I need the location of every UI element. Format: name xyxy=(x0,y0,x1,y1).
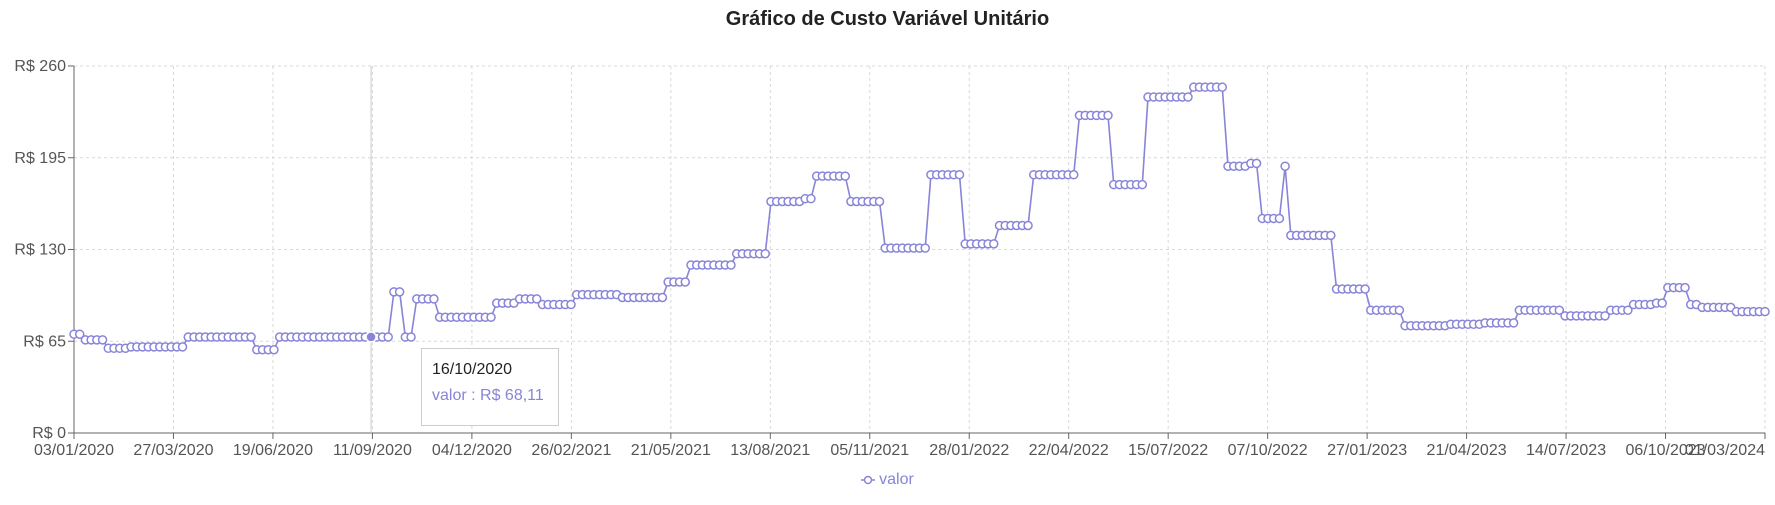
y-tick-label: R$ 260 xyxy=(14,58,66,75)
x-tick-label: 26/02/2021 xyxy=(531,442,611,459)
data-point xyxy=(1657,298,1667,308)
data-point xyxy=(726,260,736,270)
x-tick-label: 19/06/2020 xyxy=(233,442,313,459)
x-tick-label: 06/10/2023 xyxy=(1625,442,1705,459)
y-tick-label: R$ 130 xyxy=(14,242,66,259)
legend[interactable]: valor xyxy=(0,471,1775,489)
data-point xyxy=(680,277,691,287)
data-point xyxy=(429,294,439,304)
data-point xyxy=(531,294,542,304)
x-tick-label: 04/12/2020 xyxy=(432,442,512,459)
data-point xyxy=(1274,213,1285,224)
y-tick-label: R$ 65 xyxy=(23,333,66,350)
data-point xyxy=(1103,110,1113,121)
data-point xyxy=(920,243,930,253)
data-point xyxy=(1508,318,1519,328)
x-tick-label: 07/10/2022 xyxy=(1228,442,1308,459)
legend-line-dot-icon xyxy=(861,475,876,485)
x-tick-label: 13/08/2021 xyxy=(730,442,810,459)
data-point xyxy=(1360,284,1370,294)
data-point xyxy=(97,335,108,345)
data-point xyxy=(177,342,188,352)
series-line-valor xyxy=(74,86,1765,351)
x-tick-label: 27/03/2020 xyxy=(133,442,213,459)
legend-label: valor xyxy=(879,471,914,488)
data-point xyxy=(383,332,393,342)
data-point xyxy=(840,171,850,181)
x-tick-label: 11/09/2020 xyxy=(333,442,412,459)
data-point xyxy=(657,292,668,303)
data-point xyxy=(566,299,576,310)
x-tick-label: 14/07/2023 xyxy=(1526,442,1606,459)
chart-tooltip: 16/10/2020 valor : R$ 68,11 xyxy=(421,348,559,426)
data-point xyxy=(1183,92,1193,102)
chart-title: Gráfico de Custo Variável Unitário xyxy=(725,8,1050,30)
data-point xyxy=(1760,306,1770,317)
data-point xyxy=(1326,230,1336,241)
data-point xyxy=(1554,305,1565,315)
data-point xyxy=(246,332,256,342)
x-tick-label: 01/03/2024 xyxy=(1685,442,1765,459)
tooltip-value-line: valor : R$ 68,11 xyxy=(432,387,558,405)
data-point xyxy=(1394,305,1405,315)
data-point xyxy=(1137,179,1148,190)
x-tick-label: 21/05/2021 xyxy=(631,442,711,459)
y-tick-label: R$ 195 xyxy=(14,150,66,167)
data-point xyxy=(760,248,771,259)
data-point xyxy=(1217,82,1228,92)
data-point xyxy=(954,169,965,180)
data-point xyxy=(989,239,999,249)
data-point xyxy=(406,332,416,342)
data-point xyxy=(806,193,816,204)
x-tick-label: 05/11/2021 xyxy=(830,442,909,459)
x-tick-label: 03/01/2020 xyxy=(34,442,114,459)
data-point xyxy=(1023,220,1033,231)
data-point xyxy=(1251,158,1262,169)
x-tick-label: 28/01/2022 xyxy=(929,442,1009,459)
data-point xyxy=(74,329,85,339)
tooltip-date: 16/10/2020 xyxy=(432,361,513,378)
x-tick-label: 27/01/2023 xyxy=(1327,442,1407,459)
data-point xyxy=(1600,311,1610,321)
y-tick-label: R$ 0 xyxy=(32,425,66,442)
data-point xyxy=(1068,169,1079,180)
tooltip-series-name: valor xyxy=(432,387,467,404)
active-data-point xyxy=(365,331,377,343)
data-point xyxy=(394,287,405,297)
data-point xyxy=(1680,282,1690,293)
tooltip-separator: : xyxy=(466,387,481,404)
tooltip-value: R$ 68,11 xyxy=(480,387,544,404)
data-point xyxy=(269,344,279,355)
x-tick-label: 15/07/2022 xyxy=(1128,442,1208,459)
data-point xyxy=(486,312,496,323)
x-tick-label: 22/04/2022 xyxy=(1029,442,1109,459)
data-point xyxy=(1623,305,1633,315)
data-point xyxy=(874,196,885,207)
data-point xyxy=(1280,161,1290,171)
x-tick-label: 21/04/2023 xyxy=(1427,442,1507,459)
